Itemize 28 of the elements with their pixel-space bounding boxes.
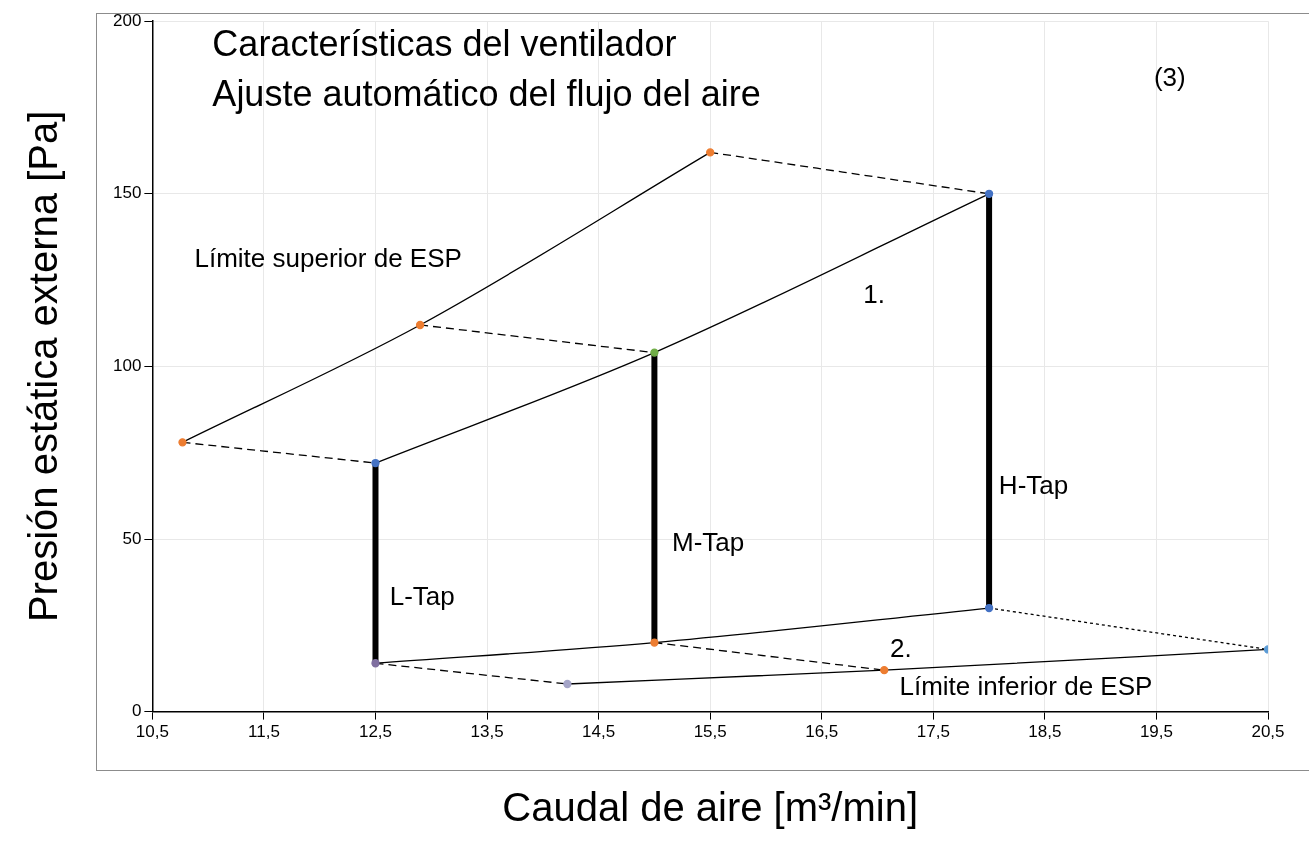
y-tick-label: 150 [112,183,142,203]
annotation: 1. [863,279,886,310]
y-tick-label: 100 [112,356,142,376]
x-tick-label: 15,5 [693,722,727,742]
y-tick-label: 50 [122,528,142,548]
y-tick-label: 0 [131,701,142,721]
x-tick-label: 11,5 [248,722,280,742]
x-axis-title: Caudal de aire [m³/min] [502,785,919,830]
x-tick-label: 17,5 [916,722,950,742]
annotation: (3) [1153,61,1186,92]
x-tick-label: 13,5 [470,722,504,742]
x-tick-label: 10,5 [135,722,169,742]
x-tick-label: 20,5 [1251,722,1285,742]
x-tick-label: 18,5 [1028,722,1062,742]
annotation: 2. [890,632,912,663]
x-tick-label: 19,5 [1139,722,1173,742]
y-tick-label: 200 [112,10,142,30]
x-tick-label: 14,5 [582,722,616,742]
annotation: H-Tap [998,470,1069,501]
chart-title: Características del ventilador [212,23,677,65]
x-tick-label: 12,5 [358,722,393,742]
annotation: M-Tap [671,527,745,557]
y-axis-title: Presión estática externa [Pa] [21,110,66,623]
annotation: Límite inferior de ESP [899,671,1153,702]
text: Ajuste automático del flujo del aire [212,73,761,115]
x-tick-label: 16,5 [805,722,839,742]
annotation: L-Tap [389,580,455,611]
annotation: Límite superior de ESP [194,243,462,274]
